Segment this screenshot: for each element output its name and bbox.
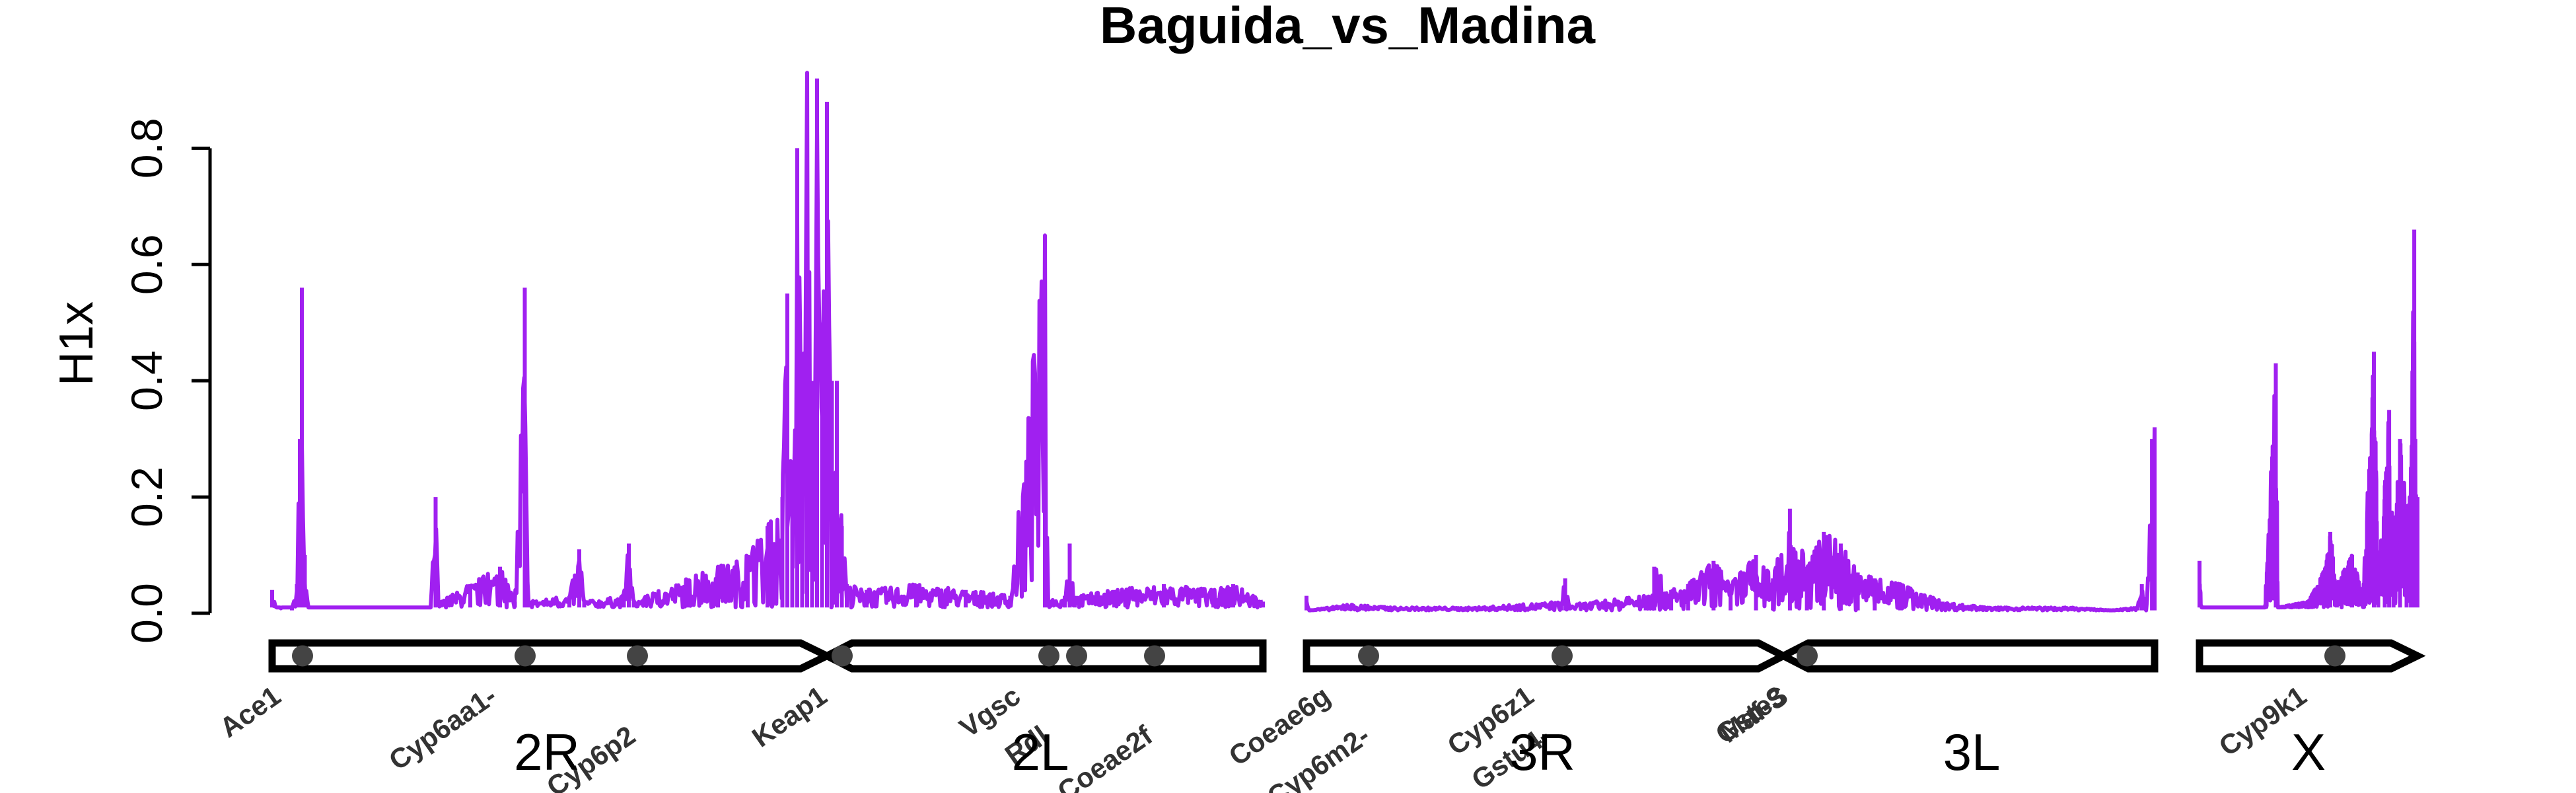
series-line-chromosome-X	[2198, 229, 2419, 610]
chromosome-ideograms	[268, 639, 2426, 673]
arm-label-X: X	[2291, 723, 2326, 781]
ideogram-2L	[818, 639, 1267, 673]
arm-label-2R: 2R	[514, 723, 580, 781]
arm-labels: 2R 2L 3R 3L X	[514, 723, 2326, 781]
ideogram-X	[2196, 639, 2426, 673]
arm-label-3R: 3R	[1509, 723, 1575, 781]
ideogram-2R	[268, 639, 836, 673]
gene-marker-dot	[2324, 645, 2345, 667]
chart-title: Baguida_vs_Madina	[1100, 0, 1596, 54]
ideogram-3L	[1775, 639, 2159, 673]
gene-label: Maf-S	[1714, 680, 1794, 749]
y-axis-label: H1x	[50, 301, 103, 386]
y-tick-label: 0.4	[122, 350, 171, 411]
y-tick-label: 0.0	[122, 583, 171, 644]
gene-marker-dot	[832, 645, 853, 667]
gene-marker-dot	[1038, 645, 1059, 667]
gene-marker-dot	[1552, 645, 1573, 667]
gene-marker-dot	[1358, 645, 1379, 667]
y-tick-label: 0.8	[122, 118, 171, 178]
y-axis: 0.0 0.2 0.4 0.6 0.8	[122, 118, 212, 644]
gene-marker-dot	[292, 645, 313, 667]
gene-marker-dot	[515, 645, 536, 667]
gene-marker-dot	[1797, 645, 1818, 667]
gene-marker-dot	[627, 645, 648, 667]
gene-label: Keap1	[746, 680, 832, 753]
ideogram-3R	[1303, 639, 1792, 673]
gene-marker-dot	[1144, 645, 1165, 667]
y-tick-label: 0.2	[122, 467, 171, 527]
series-line-chromosome-2	[270, 71, 1265, 611]
arm-label-3L: 3L	[1943, 723, 2001, 781]
arm-label-2L: 2L	[1012, 723, 1069, 781]
plot-series	[270, 71, 2419, 613]
gene-label: Ace1	[214, 680, 286, 743]
series-line-chromosome-3	[1305, 427, 2157, 613]
gene-label: Cyp6aa1-	[383, 680, 502, 776]
gene-marker-dot	[1066, 645, 1087, 667]
y-tick-label: 0.6	[122, 234, 171, 295]
